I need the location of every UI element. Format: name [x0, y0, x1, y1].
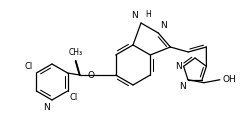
Text: N: N	[131, 11, 138, 20]
Text: O: O	[88, 70, 95, 80]
Text: N: N	[160, 21, 167, 30]
Text: H: H	[145, 10, 151, 19]
Text: Cl: Cl	[70, 93, 78, 102]
Text: N: N	[175, 62, 182, 71]
Text: N: N	[43, 103, 50, 112]
Text: OH: OH	[223, 75, 237, 84]
Text: Cl: Cl	[24, 62, 32, 71]
Text: N: N	[179, 82, 186, 91]
Text: CH₃: CH₃	[69, 48, 83, 57]
